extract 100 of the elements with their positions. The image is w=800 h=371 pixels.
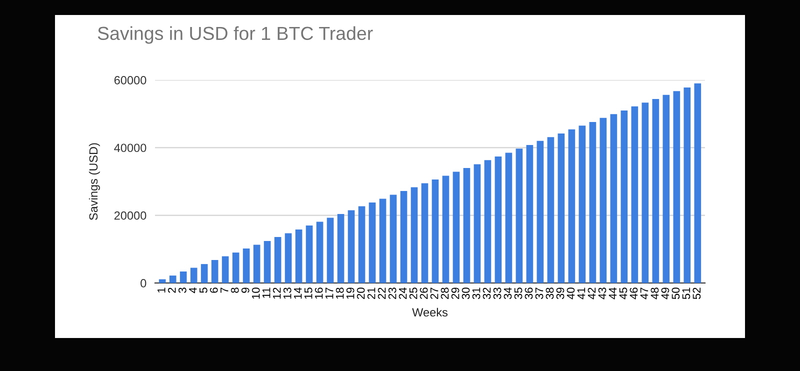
x-tick-label: 38 — [546, 288, 554, 300]
bar — [190, 268, 198, 283]
x-tick-label: 32 — [482, 288, 491, 300]
x-tick-label: 34 — [504, 287, 512, 300]
x-tick-label: 8 — [230, 288, 239, 293]
x-tick-label: 35 — [514, 288, 522, 300]
bar — [295, 230, 302, 283]
y-tick-label: 60000 — [114, 76, 146, 84]
x-tick-label: 5 — [200, 288, 208, 293]
bar — [337, 214, 344, 283]
bar — [600, 118, 607, 283]
x-tick-label: 41 — [577, 288, 586, 300]
bar — [232, 252, 240, 283]
bar — [222, 256, 229, 283]
x-tick-label: 27 — [430, 288, 438, 299]
bar — [253, 244, 260, 283]
x-tick-label: 45 — [619, 288, 628, 300]
bar — [432, 179, 439, 283]
bar — [442, 176, 450, 283]
bar — [463, 168, 470, 283]
x-tick-label: 17 — [326, 288, 334, 299]
x-tick-label: 22 — [378, 288, 386, 299]
bar — [652, 98, 660, 283]
x-tick-label: 11 — [262, 288, 270, 298]
x-tick-label: 31 — [472, 288, 480, 300]
bar — [358, 206, 366, 283]
bar — [274, 236, 282, 283]
x-tick-label: 16 — [314, 288, 323, 299]
bar — [390, 194, 397, 283]
bar — [505, 152, 512, 283]
x-tick-label: 24 — [398, 287, 407, 299]
x-tick-label: 37 — [535, 288, 544, 300]
x-tick-label: 30 — [462, 288, 470, 300]
x-tick-label: 50 — [672, 288, 680, 300]
bar — [631, 106, 638, 283]
bar — [578, 126, 586, 283]
bar — [264, 241, 271, 283]
bar — [200, 264, 208, 283]
chart-title: Savings in USD for 1 BTC Trader — [98, 26, 373, 44]
x-tick-label: 47 — [640, 288, 648, 300]
x-tick-label: 18 — [336, 288, 344, 299]
x-tick-label: 13 — [283, 288, 292, 299]
x-tick-label: 40 — [566, 288, 575, 300]
bar — [694, 83, 702, 283]
bar — [348, 210, 355, 283]
bar — [421, 183, 428, 283]
bar — [589, 122, 596, 283]
x-tick-label: 52 — [692, 288, 701, 300]
x-tick-label: 2 — [168, 288, 176, 293]
bar — [526, 144, 534, 283]
y-tick-label: 0 — [140, 279, 146, 288]
bar — [642, 102, 649, 283]
bar — [284, 233, 292, 283]
x-tick-label: 6 — [210, 288, 218, 293]
x-tick-label: 46 — [630, 288, 638, 300]
x-tick-label: 33 — [493, 288, 502, 300]
x-tick-label: 23 — [388, 288, 396, 299]
x-tick-label: 51 — [682, 288, 690, 300]
bar — [684, 87, 691, 283]
x-tick-label: 21 — [367, 288, 376, 299]
x-tick-label: 14 — [294, 287, 302, 299]
bar — [662, 94, 670, 283]
x-tick-label: 42 — [588, 288, 596, 300]
bar — [242, 248, 250, 283]
bar — [316, 222, 324, 283]
bar — [180, 271, 187, 283]
x-tick-label: 15 — [304, 288, 312, 299]
y-tick-label: 20000 — [114, 211, 146, 220]
x-tick-label: 4 — [189, 287, 197, 294]
x-tick-label: 20 — [356, 288, 365, 299]
x-tick-label: 36 — [524, 288, 533, 300]
x-tick-label: 39 — [556, 288, 564, 300]
x-tick-label: 19 — [346, 288, 354, 299]
bar — [568, 129, 576, 283]
x-tick-label: 43 — [598, 288, 606, 300]
y-axis-title: Savings (USD) — [88, 143, 100, 220]
bar — [158, 279, 166, 283]
bar — [558, 133, 565, 283]
bar — [536, 140, 544, 283]
bar — [484, 160, 492, 283]
x-tick-label: 3 — [178, 288, 186, 293]
x-tick-label: 44 — [608, 287, 617, 300]
bar — [169, 276, 176, 283]
bar — [610, 114, 618, 283]
x-tick-label: 12 — [272, 288, 281, 299]
x-tick-label: 10 — [252, 288, 260, 299]
x-tick-label: 26 — [420, 288, 428, 299]
bar — [211, 260, 218, 283]
bar — [452, 172, 460, 283]
x-tick-label: 7 — [220, 288, 228, 293]
bar — [547, 137, 554, 283]
bar — [368, 202, 376, 283]
bar — [673, 91, 680, 283]
x-tick-label: 49 — [661, 288, 670, 300]
x-tick-label: 9 — [241, 288, 250, 293]
x-tick-label: 29 — [451, 288, 460, 299]
x-tick-label: 1 — [158, 288, 166, 292]
x-axis-title: Weeks — [412, 308, 448, 317]
x-tick-label: 48 — [650, 288, 659, 300]
bar — [410, 187, 418, 283]
